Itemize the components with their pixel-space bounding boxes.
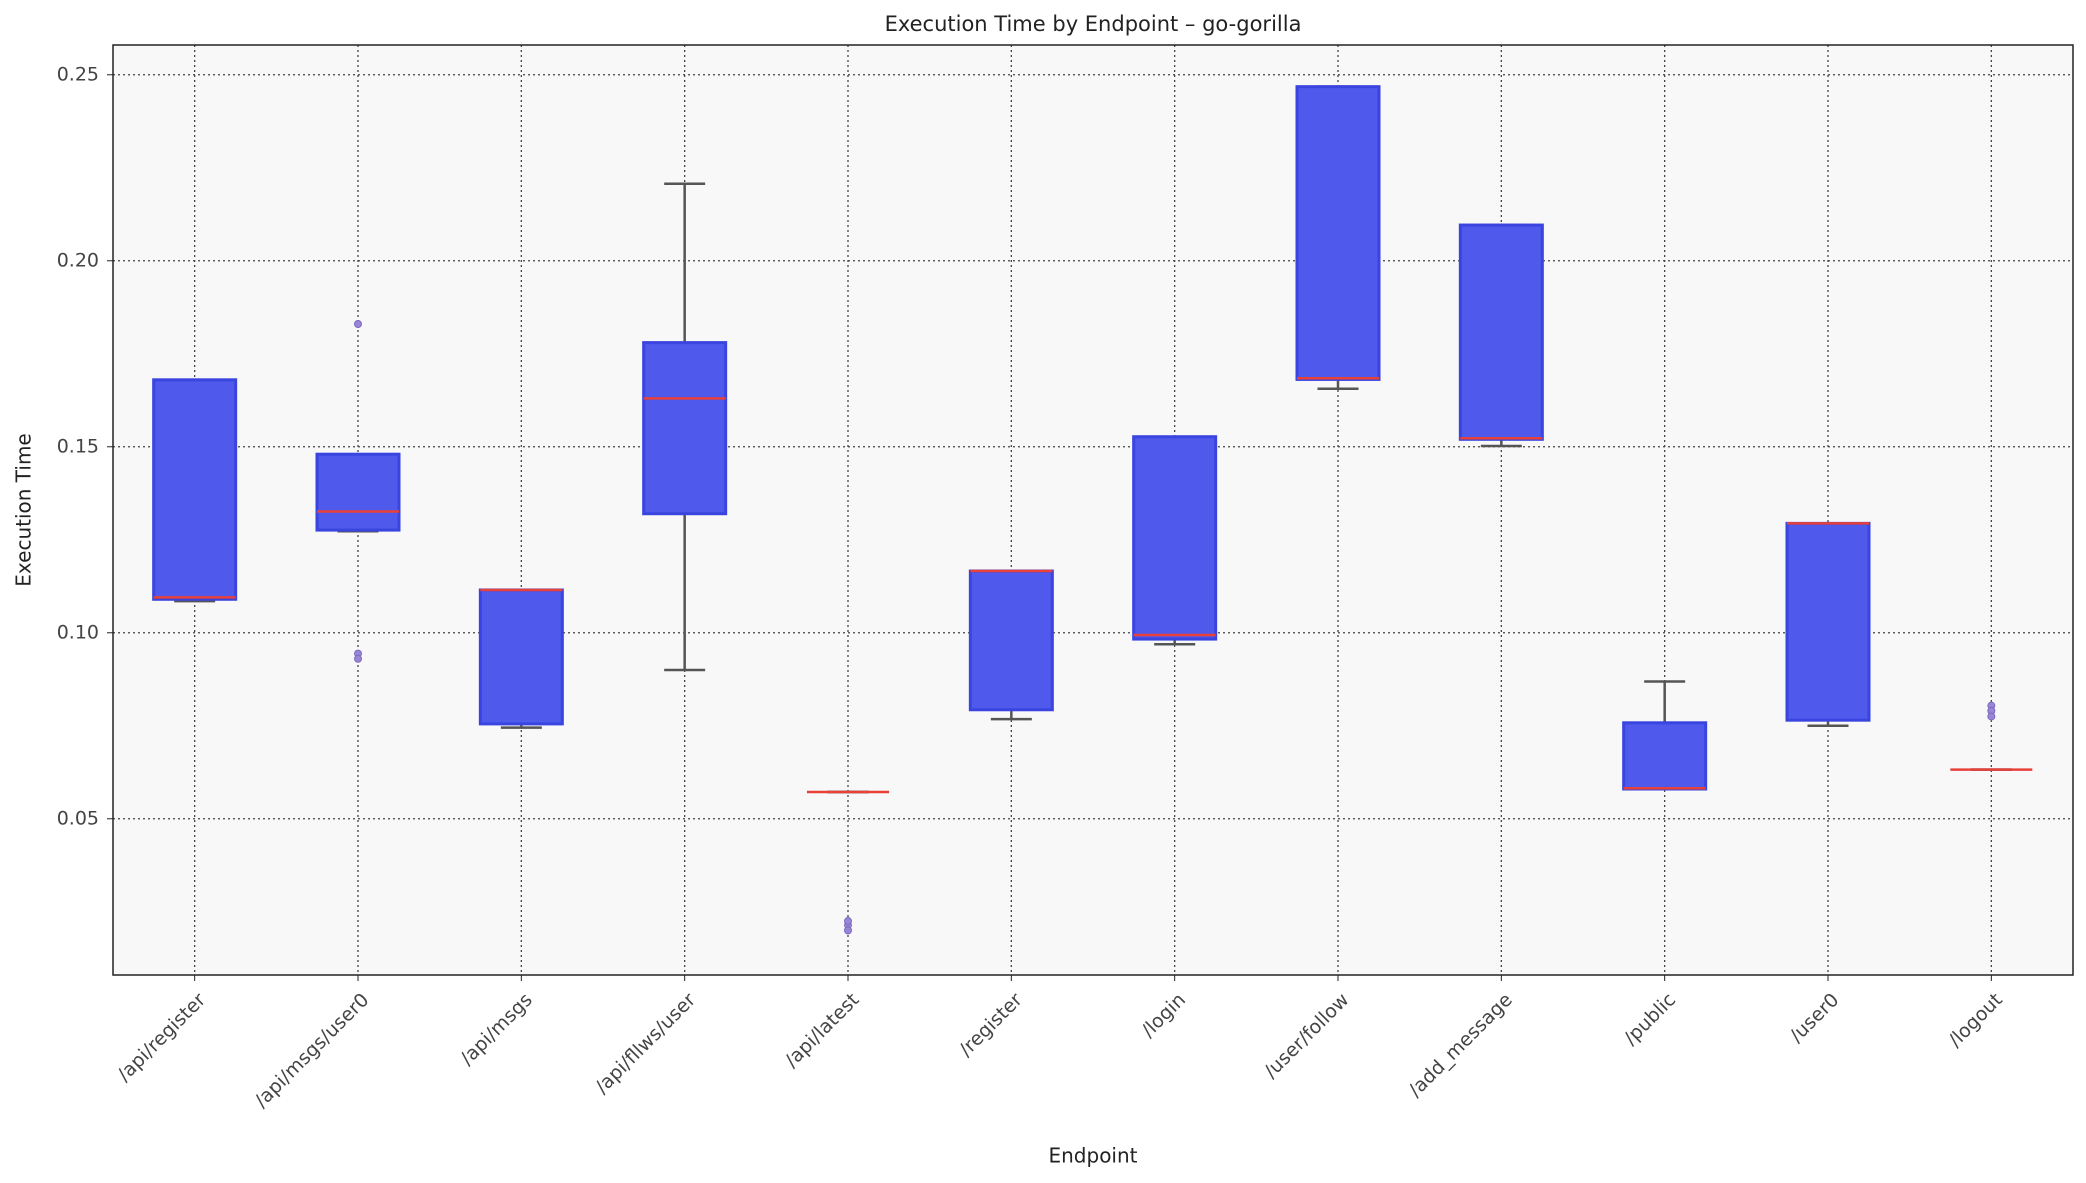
box xyxy=(642,341,728,516)
box xyxy=(1132,435,1218,641)
box xyxy=(152,378,238,601)
box xyxy=(1295,85,1381,381)
box xyxy=(1458,223,1544,441)
x-tick-label: /logout xyxy=(1944,989,2007,1052)
x-tick-label: /add_message xyxy=(1404,989,1516,1101)
marks xyxy=(152,85,2033,935)
box xyxy=(315,452,401,532)
flier xyxy=(844,917,852,926)
x-tick-label: /public xyxy=(1620,989,1681,1050)
x-tick-label: /api/latest xyxy=(781,989,864,1072)
x-axis-label: Endpoint xyxy=(1048,1144,1137,1168)
box xyxy=(478,588,564,726)
plot-frame xyxy=(112,44,2074,976)
x-tick-label: /api/register xyxy=(113,989,210,1086)
flier xyxy=(354,654,362,663)
box xyxy=(1622,721,1708,791)
y-tick-label: 0.10 xyxy=(57,621,99,643)
x-tick-label: /api/fllws/user xyxy=(591,989,700,1098)
flier xyxy=(354,320,362,328)
y-tick-label: 0.15 xyxy=(57,435,99,457)
box xyxy=(1785,521,1871,722)
y-tick-label: 0.25 xyxy=(57,63,99,85)
y-tick-label: 0.20 xyxy=(57,249,99,271)
flier xyxy=(1987,712,1996,721)
x-tick-label: /user0 xyxy=(1785,989,1843,1047)
x-tick-label: /user/follow xyxy=(1260,989,1354,1083)
x-tick-label: /register xyxy=(955,989,1027,1061)
grid xyxy=(113,45,2073,975)
chart-title: Execution Time by Endpoint – go-gorilla xyxy=(885,12,1302,36)
x-tick-label: /api/msgs/user0 xyxy=(250,989,373,1112)
y-tick-label: 0.05 xyxy=(57,807,99,829)
plot-area xyxy=(113,45,2073,975)
x-tick-label: /api/msgs xyxy=(456,989,537,1070)
flier xyxy=(844,926,852,935)
box xyxy=(968,569,1054,712)
y-axis-label: Execution Time xyxy=(12,433,36,586)
x-tick-label: /login xyxy=(1137,989,1190,1042)
